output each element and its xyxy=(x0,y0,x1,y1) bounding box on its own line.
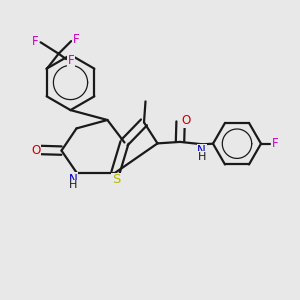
Text: N: N xyxy=(197,144,206,158)
Text: N: N xyxy=(69,173,78,186)
Text: S: S xyxy=(112,173,120,186)
Text: F: F xyxy=(68,53,74,67)
Text: F: F xyxy=(32,35,39,48)
Text: H: H xyxy=(69,180,78,190)
Text: F: F xyxy=(272,137,279,150)
Text: O: O xyxy=(31,143,40,157)
Text: H: H xyxy=(197,152,206,162)
Text: O: O xyxy=(182,114,190,127)
Text: F: F xyxy=(73,33,80,46)
